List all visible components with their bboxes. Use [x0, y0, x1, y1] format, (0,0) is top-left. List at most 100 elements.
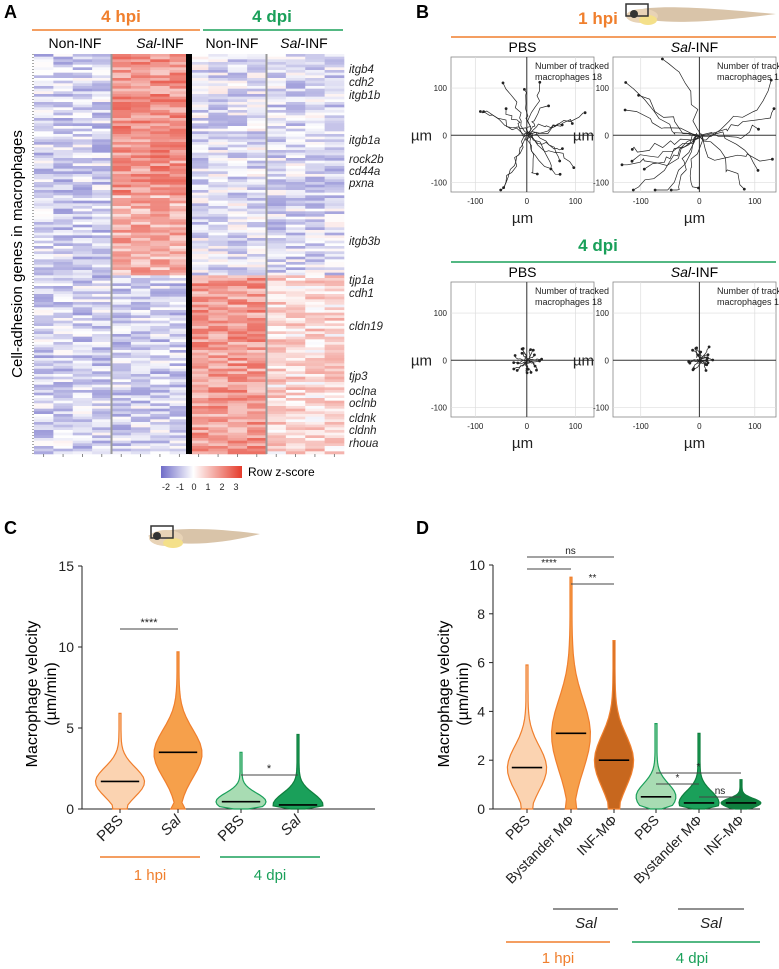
heatmap-cell	[266, 374, 287, 377]
heatmap-cell	[53, 406, 74, 409]
heatmap-cell	[189, 440, 209, 444]
heatmap-cell	[169, 147, 190, 151]
heatmap-cell	[285, 160, 306, 164]
heatmap-cell	[189, 174, 209, 177]
heatmap-cell	[247, 286, 267, 289]
heatmap-cell	[208, 288, 229, 292]
heatmap-cell	[111, 174, 132, 177]
heatmap-cell	[111, 224, 132, 228]
heatmap-cell	[111, 200, 132, 204]
heatmap-cell	[169, 78, 190, 81]
heatmap-cell	[266, 155, 287, 159]
heatmap-cell	[305, 64, 325, 68]
heatmap-cell	[169, 230, 190, 233]
heatmap-cell	[247, 350, 267, 353]
heatmap-cell	[266, 232, 287, 236]
heatmap-cell	[111, 246, 132, 249]
heatmap-cell	[305, 262, 325, 265]
gene-label: cd44a	[349, 166, 380, 178]
heatmap-cell	[34, 139, 54, 143]
heatmap-cell	[72, 424, 93, 428]
heatmap-cell	[72, 344, 93, 348]
heatmap-cell	[72, 411, 93, 415]
heatmap-cell	[285, 376, 306, 380]
track-endpoint	[525, 371, 529, 375]
heatmap-cell	[34, 328, 54, 332]
heatmap-cell	[150, 395, 170, 399]
heatmap-cell	[227, 118, 248, 121]
heatmap-cell	[150, 107, 170, 111]
y-tick-label: 10	[58, 639, 74, 655]
gene-label: oclna	[349, 386, 377, 398]
heatmap-cell	[53, 451, 74, 455]
heatmap-cell	[285, 56, 306, 60]
heatmap-cell	[150, 288, 170, 292]
heatmap-cell	[130, 336, 151, 340]
heatmap-cell	[324, 70, 345, 73]
heatmap-cell	[130, 83, 151, 87]
heatmap-divider	[186, 54, 192, 454]
heatmap-cell	[53, 302, 74, 305]
heatmap-cell	[227, 264, 248, 268]
heatmap-cell	[266, 104, 287, 108]
heatmap-cell	[189, 206, 209, 209]
heatmap-cell	[285, 403, 306, 407]
heatmap-cell	[169, 115, 190, 119]
heatmap-cell	[111, 267, 132, 271]
track-endpoint	[707, 345, 711, 349]
heatmap-cell	[285, 104, 306, 108]
heatmap-cell	[285, 72, 306, 76]
heatmap-cell	[227, 56, 248, 60]
heatmap-cell	[324, 446, 345, 449]
track-plot-frame	[612, 281, 777, 418]
heatmap-cell	[305, 427, 325, 431]
heatmap-cell	[169, 278, 190, 281]
track-path	[525, 105, 549, 137]
heatmap-cell	[169, 275, 190, 279]
heatmap-cell	[266, 296, 287, 300]
col-label-1: Sal-INF	[136, 35, 183, 51]
heatmap-cell	[266, 278, 287, 281]
track-endpoint	[624, 81, 628, 84]
heatmap-cell	[189, 374, 209, 377]
heatmap-cell	[285, 438, 306, 441]
heatmap-cell	[34, 142, 54, 145]
heatmap-cell	[34, 216, 54, 220]
heatmap-cell	[189, 235, 209, 239]
heatmap-cell	[34, 251, 54, 255]
heatmap-cell	[208, 422, 229, 425]
heatmap-cell	[169, 166, 190, 169]
gene-label: tjp3	[349, 371, 368, 383]
heatmap-cell	[72, 352, 93, 356]
heatmap-cell	[130, 59, 151, 63]
heatmap-cell	[208, 363, 229, 367]
heatmap-cell	[247, 123, 267, 127]
heatmap-cell	[92, 270, 112, 273]
heatmap-cell	[285, 336, 306, 340]
heatmap-cell	[92, 398, 112, 401]
heatmap-cell	[130, 91, 151, 95]
heatmap-cell	[266, 350, 287, 353]
heatmap-cell	[208, 216, 229, 220]
heatmap-cell	[227, 70, 248, 73]
heatmap-cell	[130, 334, 151, 337]
heatmap-cell	[92, 315, 112, 319]
heatmap-cell	[150, 192, 170, 196]
heatmap-cell	[266, 198, 287, 201]
heatmap-cell	[208, 190, 229, 193]
heatmap-cell	[247, 398, 267, 401]
heatmap-cell	[266, 384, 287, 388]
heatmap-cell	[169, 206, 190, 209]
heatmap-cell	[247, 280, 267, 284]
heatmap-cell	[169, 368, 190, 372]
heatmap-cell	[53, 331, 74, 335]
heatmap-cell	[324, 376, 345, 380]
heatmap-cell	[208, 163, 229, 167]
heatmap-cell	[34, 192, 54, 196]
track-ytick: -100	[431, 179, 448, 188]
heatmap-cell	[266, 438, 287, 441]
heatmap-cell	[266, 376, 287, 380]
heatmap-cell	[285, 232, 306, 236]
heatmap-cell	[189, 142, 209, 145]
heatmap-cell	[92, 211, 112, 215]
